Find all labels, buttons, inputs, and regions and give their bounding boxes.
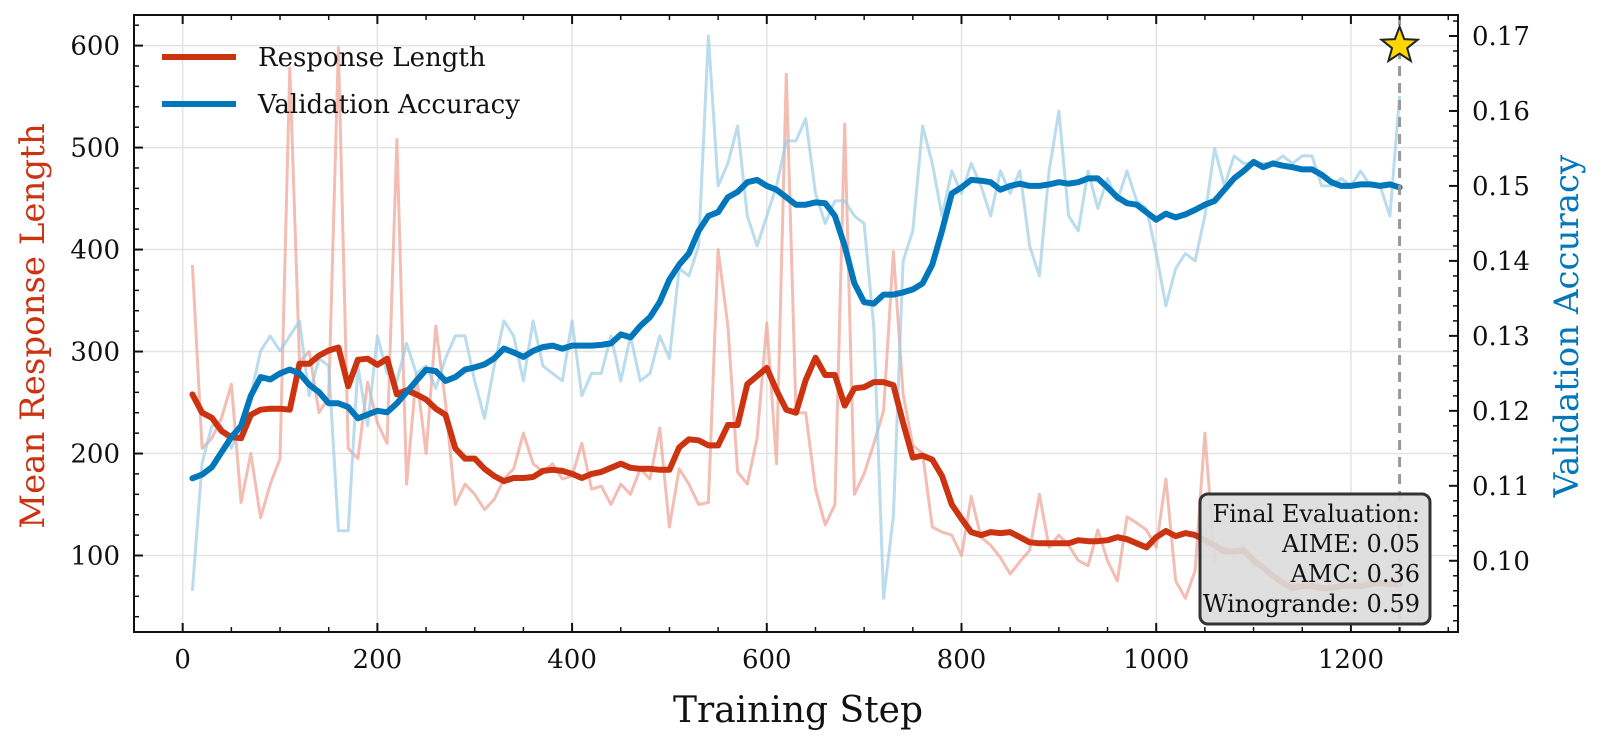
right-y-axis-title: Validation Accuracy — [1547, 154, 1587, 498]
final-evaluation-aime: AIME: 0.05 — [1281, 530, 1420, 558]
right-y-tick-label: 0.14 — [1472, 247, 1530, 277]
x-tick-label: 600 — [742, 645, 792, 675]
final-evaluation-amc: AMC: 0.36 — [1290, 560, 1420, 588]
left-y-tick-label: 300 — [70, 338, 120, 368]
axes-frame — [133, 14, 1459, 633]
legend-label-validation-accuracy: Validation Accuracy — [257, 90, 520, 120]
final-evaluation-title: Final Evaluation: — [1212, 500, 1420, 528]
legend-label-response-length: Response Length — [258, 43, 486, 73]
x-tick-label: 400 — [547, 645, 597, 675]
right-y-tick-label: 0.10 — [1472, 547, 1530, 577]
ticks: 0 200 400 600 800 1000 1200 100 200 300 400 500 600 0… — [70, 15, 1530, 675]
star-marker — [1378, 23, 1421, 64]
left-y-tick-label: 200 — [70, 440, 120, 470]
legend: Response Length Validation Accuracy — [162, 43, 520, 120]
x-axis-title: Training Step — [673, 690, 923, 731]
right-y-tick-label: 0.17 — [1472, 22, 1530, 52]
left-y-tick-label: 500 — [70, 134, 120, 164]
right-y-tick-label: 0.13 — [1472, 322, 1530, 352]
validation-accuracy-line — [189, 158, 1403, 482]
right-y-tick-label: 0.15 — [1472, 172, 1530, 202]
smoothed-series-layer — [189, 158, 1403, 592]
x-tick-label: 200 — [353, 645, 403, 675]
right-y-tick-label: 0.12 — [1472, 397, 1530, 427]
x-tick-label: 1200 — [1318, 645, 1384, 675]
right-y-tick-label: 0.11 — [1472, 472, 1530, 502]
left-y-tick-label: 400 — [70, 236, 120, 266]
left-y-tick-label: 600 — [70, 32, 120, 62]
plot-frame — [133, 14, 1459, 633]
left-y-tick-label: 100 — [70, 542, 120, 572]
final-evaluation-box: Final Evaluation: AIME: 0.05 AMC: 0.36 W… — [1198, 492, 1432, 626]
final-evaluation-winogrande: Winogrande: 0.59 — [1203, 590, 1420, 618]
response-length-line — [189, 344, 1403, 592]
final-evaluation-box-frame — [1198, 492, 1432, 626]
x-tick-label: 1000 — [1123, 645, 1189, 675]
right-y-tick-label: 0.16 — [1472, 97, 1530, 127]
grid — [134, 15, 1458, 632]
left-y-axis-title: Mean Response Length — [13, 123, 53, 529]
x-tick-label: 800 — [937, 645, 987, 675]
x-tick-label: 0 — [174, 645, 191, 675]
